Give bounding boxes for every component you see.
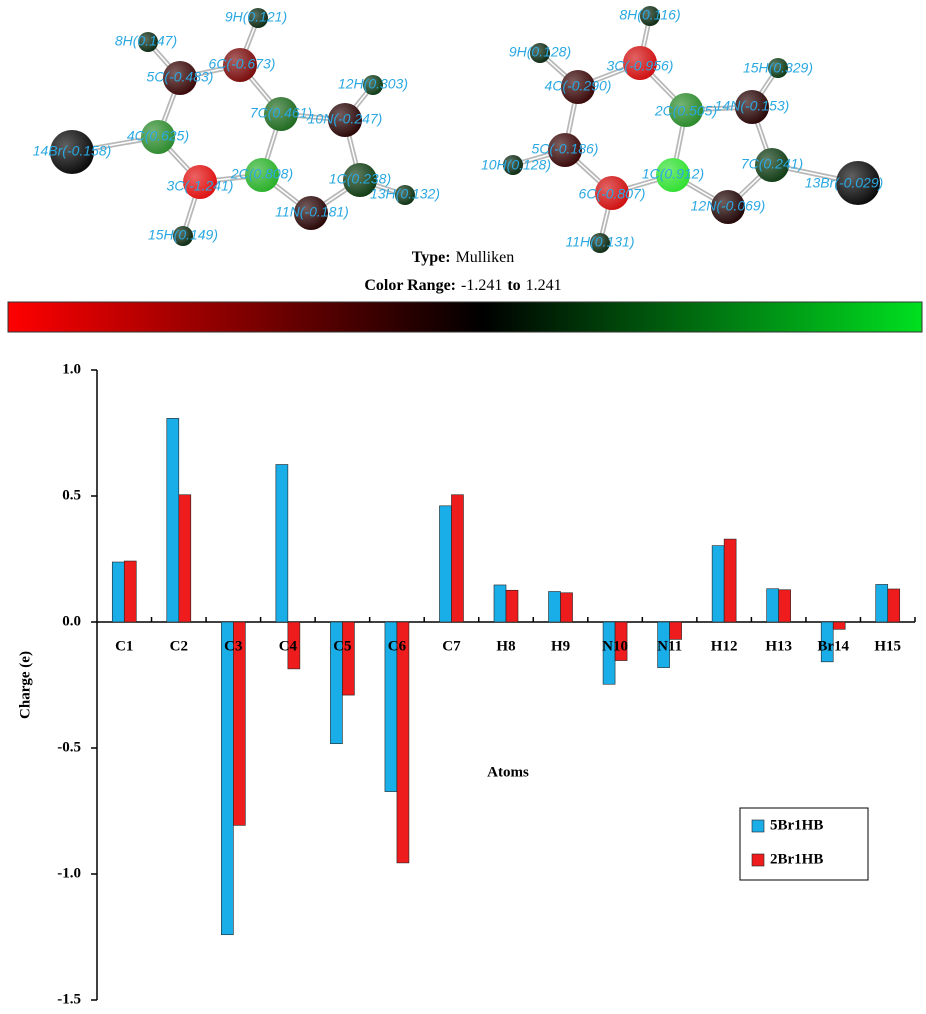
bar bbox=[779, 590, 791, 622]
atom-label: 2C(0.808) bbox=[230, 166, 293, 182]
x-tick-label: H13 bbox=[765, 638, 792, 654]
bar bbox=[167, 418, 179, 622]
atom-label: 8H(0.116) bbox=[619, 7, 680, 23]
bar bbox=[724, 539, 736, 622]
atom-label: 11N(-0.181) bbox=[275, 204, 349, 220]
y-tick-label: -1.0 bbox=[57, 865, 81, 881]
x-tick-label: H9 bbox=[551, 638, 570, 654]
bar bbox=[276, 465, 288, 623]
x-tick-label: C7 bbox=[442, 638, 461, 654]
x-tick-label: C3 bbox=[224, 638, 242, 654]
atom-label: 15H(0.329) bbox=[743, 60, 813, 76]
x-tick-label: C5 bbox=[333, 638, 351, 654]
range-min: -1.241 bbox=[461, 277, 502, 294]
atom-label: 13Br(-0.029) bbox=[805, 175, 884, 191]
chart: -1.5 -1.0 -0.5 0.0 0.5 1.0 C1 C2 C3 C4 C5 C6 C7 H8 H9 N… bbox=[57, 361, 915, 1007]
bar bbox=[712, 546, 724, 622]
atom-label: 14N(-0.153) bbox=[715, 98, 790, 114]
bar bbox=[451, 495, 463, 622]
bar bbox=[494, 585, 506, 622]
type-line: Type: Mulliken bbox=[412, 249, 514, 266]
bar bbox=[767, 589, 779, 622]
range-line: Color Range: -1.241 to 1.241 bbox=[364, 277, 561, 294]
x-tick-label: Br14 bbox=[817, 638, 849, 654]
atom-label: 1C(0.238) bbox=[329, 171, 391, 187]
y-tick-label: -1.5 bbox=[57, 991, 81, 1007]
atom-label: 8H(0.147) bbox=[115, 33, 177, 49]
atom-label: 4C(-0.290) bbox=[545, 78, 612, 94]
atom-label: 6C(-0.673) bbox=[209, 56, 276, 72]
x-tick-label: C4 bbox=[279, 638, 298, 654]
bar bbox=[112, 562, 124, 622]
bar bbox=[670, 622, 682, 639]
x-tick-label: C2 bbox=[170, 638, 188, 654]
atom-label: 11H(0.131) bbox=[565, 234, 634, 250]
y-tick-label: 0.0 bbox=[62, 613, 81, 629]
range-label: Color Range: bbox=[364, 277, 456, 294]
atom-label: 7C(0.241) bbox=[741, 156, 803, 172]
x-axis-title: Atoms bbox=[487, 764, 529, 780]
legend-swatch bbox=[752, 820, 764, 832]
x-tick-label: C1 bbox=[115, 638, 133, 654]
y-axis-title: Charge (e) bbox=[17, 651, 33, 719]
atom-label: 10H(0.128) bbox=[481, 157, 551, 173]
molecules: 9H(0.121) 8H(0.147) 5C(-0.483)6C(-0.673) 12… bbox=[33, 6, 884, 253]
bar bbox=[549, 592, 561, 622]
bar bbox=[561, 593, 573, 622]
x-tick-label: N11 bbox=[657, 638, 682, 654]
atom-label: 9H(0.128) bbox=[509, 44, 571, 60]
range-max: 1.241 bbox=[526, 277, 562, 294]
bar bbox=[833, 622, 845, 629]
atom-label: 7C(0.461) bbox=[250, 105, 312, 121]
legend-label: 5Br1HB bbox=[770, 817, 823, 833]
y-tick-label: 1.0 bbox=[62, 361, 81, 377]
atom-label: 10N(-0.247) bbox=[308, 111, 383, 127]
bar bbox=[342, 622, 354, 695]
atom-label: 1C(0.912) bbox=[642, 166, 704, 182]
x-tick-label: H8 bbox=[496, 638, 515, 654]
type-value: Mulliken bbox=[456, 249, 515, 266]
atom-label: 6C(-0.807) bbox=[579, 186, 646, 202]
bar bbox=[124, 561, 136, 622]
atom-label: 14Br(-0.158) bbox=[33, 143, 112, 159]
legend-swatch bbox=[752, 854, 764, 866]
atom-label: 3C(-1.241) bbox=[167, 178, 234, 194]
atom-label: 5C(-0.483) bbox=[147, 69, 214, 85]
y-tick-label: -0.5 bbox=[57, 739, 81, 755]
x-tick-label: H12 bbox=[711, 638, 738, 654]
y-tick-label: 0.5 bbox=[62, 487, 81, 503]
bar bbox=[506, 590, 518, 622]
x-tick-label: H15 bbox=[874, 638, 901, 654]
atom-label: 5C(-0.186) bbox=[532, 141, 599, 157]
atom-label: 9H(0.121) bbox=[225, 9, 287, 25]
bar bbox=[888, 589, 900, 622]
bar bbox=[876, 584, 888, 622]
atom-label: 13H(0.132) bbox=[370, 186, 440, 202]
atom-label: 2C(0.505) bbox=[654, 103, 717, 119]
legend-label: 2Br1HB bbox=[770, 851, 823, 867]
bar bbox=[179, 495, 191, 622]
bar bbox=[221, 622, 233, 935]
bar bbox=[397, 622, 409, 863]
atom-label: 4C(0.625) bbox=[127, 128, 189, 144]
x-tick-label: C6 bbox=[388, 638, 407, 654]
atom-label: 15H(0.149) bbox=[148, 227, 218, 243]
x-tick-label: N10 bbox=[602, 638, 628, 654]
range-to: to bbox=[507, 277, 520, 294]
figure: 9H(0.121) 8H(0.147) 5C(-0.483)6C(-0.673) 12… bbox=[0, 0, 926, 1014]
type-label: Type: bbox=[412, 249, 451, 266]
atom-label: 12H(0.303) bbox=[338, 76, 408, 92]
atom-label: 12N(-0.069) bbox=[691, 198, 766, 214]
bar bbox=[439, 506, 451, 622]
color-bar bbox=[8, 302, 922, 332]
atom-label: 3C(-0.956) bbox=[607, 58, 674, 74]
